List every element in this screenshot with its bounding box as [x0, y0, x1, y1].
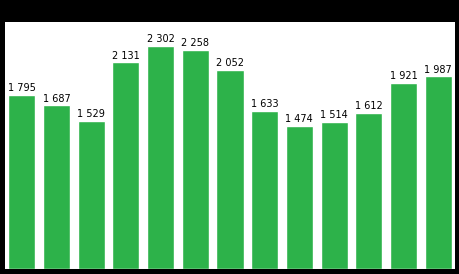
Bar [112, 62, 139, 269]
Text: 2 131: 2 131 [112, 51, 140, 61]
Bar [181, 50, 208, 269]
Bar [354, 113, 381, 269]
Bar [251, 111, 278, 269]
Text: 1 633: 1 633 [250, 99, 278, 109]
Text: 1 987: 1 987 [423, 65, 451, 75]
Bar [216, 70, 243, 269]
Bar [389, 83, 416, 269]
Bar [8, 95, 35, 269]
Bar [43, 105, 70, 269]
Text: 1 474: 1 474 [285, 114, 313, 124]
Bar [424, 76, 451, 269]
Text: 1 795: 1 795 [8, 83, 36, 93]
Text: 2 052: 2 052 [216, 58, 243, 68]
Bar [78, 121, 105, 269]
Bar [285, 126, 312, 269]
Text: 1 687: 1 687 [43, 94, 70, 104]
Bar [147, 46, 174, 269]
Text: 1 921: 1 921 [389, 71, 416, 81]
Bar [320, 122, 347, 269]
Text: 1 612: 1 612 [354, 101, 382, 111]
Text: 2 302: 2 302 [146, 34, 174, 44]
Text: 2 258: 2 258 [181, 38, 209, 48]
Text: 1 514: 1 514 [319, 110, 347, 120]
Text: 1 529: 1 529 [77, 109, 105, 119]
